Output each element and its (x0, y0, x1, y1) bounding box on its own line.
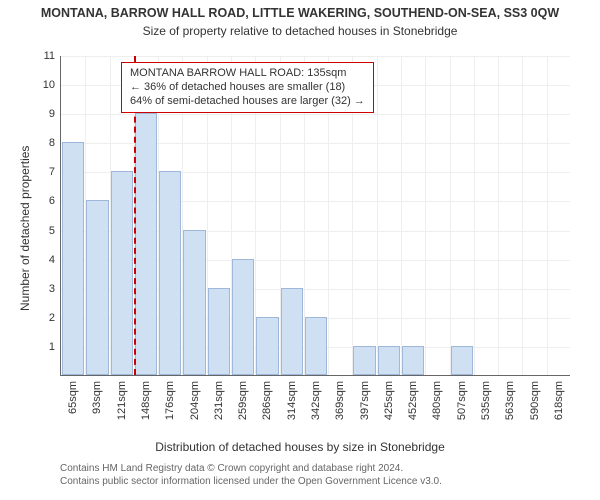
x-tick-label: 93sqm (91, 381, 103, 414)
grid-line-v (474, 56, 475, 375)
y-tick-label: 2 (49, 312, 55, 324)
y-tick-label: 9 (49, 108, 55, 120)
legend-line: MONTANA BARROW HALL ROAD: 135sqm (130, 67, 365, 81)
y-tick-label: 5 (49, 225, 55, 237)
x-tick-label: 259sqm (237, 381, 249, 420)
bar (451, 346, 473, 375)
bar (281, 288, 303, 375)
footer-line: Contains HM Land Registry data © Crown c… (60, 462, 442, 475)
y-tick-label: 8 (49, 137, 55, 149)
x-tick-label: 369sqm (334, 381, 346, 420)
y-tick-label: 10 (43, 79, 55, 91)
grid-line-v (401, 56, 402, 375)
footer-attribution: Contains HM Land Registry data © Crown c… (60, 462, 442, 488)
bar (256, 317, 278, 375)
x-tick-label: 397sqm (359, 381, 371, 420)
grid-line-v (547, 56, 548, 375)
legend-box: MONTANA BARROW HALL ROAD: 135sqm← 36% of… (121, 62, 374, 113)
y-tick-label: 4 (49, 254, 55, 266)
y-tick-label: 11 (44, 50, 55, 62)
x-tick-label: 65sqm (67, 381, 79, 414)
x-tick-label: 342sqm (310, 381, 322, 420)
bar (378, 346, 400, 375)
x-tick-label: 314sqm (286, 381, 298, 420)
bar (353, 346, 375, 375)
legend-line: ← 36% of detached houses are smaller (18… (130, 81, 365, 95)
x-tick-label: 231sqm (213, 381, 225, 420)
x-tick-label: 121sqm (116, 381, 128, 420)
x-tick-label: 176sqm (164, 381, 176, 420)
x-tick-label: 204sqm (189, 381, 201, 420)
bar (208, 288, 230, 375)
x-tick-label: 286sqm (261, 381, 273, 420)
plot-area: MONTANA BARROW HALL ROAD: 135sqm← 36% of… (60, 56, 570, 376)
x-tick-label: 618sqm (553, 381, 565, 420)
x-tick-label: 480sqm (431, 381, 443, 420)
grid-line-v (522, 56, 523, 375)
grid-line-v (498, 56, 499, 375)
grid-line-v (425, 56, 426, 375)
grid-line-v (377, 56, 378, 375)
bar (62, 142, 84, 375)
bar (305, 317, 327, 375)
x-tick-label: 563sqm (504, 381, 516, 420)
footer-line: Contains public sector information licen… (60, 475, 442, 488)
bar (135, 113, 157, 375)
bar (402, 346, 424, 375)
grid-line-v (450, 56, 451, 375)
bar (232, 259, 254, 375)
x-axis-label: Distribution of detached houses by size … (0, 440, 600, 454)
x-tick-label: 535sqm (480, 381, 492, 420)
x-tick-label: 507sqm (456, 381, 468, 420)
x-tick-label: 452sqm (407, 381, 419, 420)
grid-line-h (61, 56, 570, 57)
x-tick-label: 425sqm (383, 381, 395, 420)
bar (86, 200, 108, 375)
legend-line: 64% of semi-detached houses are larger (… (130, 95, 365, 109)
bar (111, 171, 133, 375)
x-tick-label: 148sqm (140, 381, 152, 420)
chart-title: MONTANA, BARROW HALL ROAD, LITTLE WAKERI… (0, 6, 600, 20)
y-tick-label: 7 (49, 166, 55, 178)
y-tick-label: 1 (49, 341, 55, 353)
y-axis-label: Number of detached properties (18, 146, 32, 311)
bar (159, 171, 181, 375)
x-tick-label: 590sqm (529, 381, 541, 420)
chart-subtitle: Size of property relative to detached ho… (0, 24, 600, 38)
chart-container: { "title": { "text": "MONTANA, BARROW HA… (0, 0, 600, 500)
y-tick-label: 3 (49, 283, 55, 295)
y-tick-label: 6 (49, 195, 55, 207)
bar (183, 230, 205, 375)
